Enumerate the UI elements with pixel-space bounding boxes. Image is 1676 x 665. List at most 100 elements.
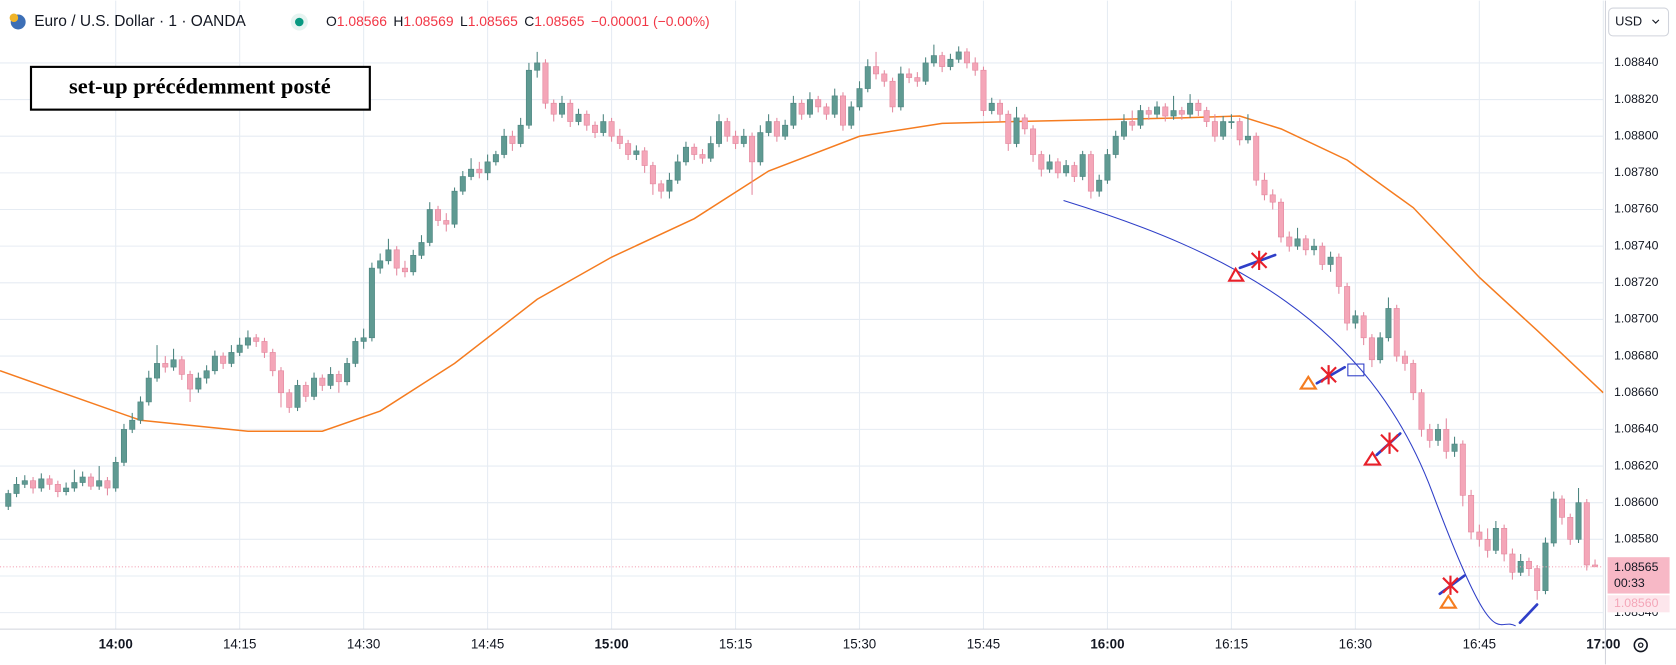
candle-body bbox=[302, 385, 309, 397]
candle-body bbox=[1087, 154, 1094, 192]
trend-curve bbox=[1063, 199, 1516, 627]
candle-body bbox=[377, 260, 384, 269]
candle-body bbox=[1162, 106, 1169, 117]
candle-body bbox=[195, 377, 202, 390]
candle-body bbox=[1211, 121, 1218, 137]
candle-body bbox=[1079, 154, 1086, 177]
candle-body bbox=[1129, 121, 1136, 126]
candle-body bbox=[666, 179, 673, 192]
candle-body bbox=[1476, 531, 1483, 540]
annotation-box bbox=[29, 65, 371, 111]
candle-body bbox=[1319, 245, 1326, 265]
candle-body bbox=[385, 249, 392, 262]
candle-body bbox=[87, 476, 94, 487]
candle-body bbox=[154, 363, 161, 379]
ohlc-key: O bbox=[326, 13, 337, 29]
settings-button[interactable] bbox=[1633, 637, 1648, 653]
dropdown-caret[interactable] bbox=[1652, 19, 1660, 24]
candle-body bbox=[261, 341, 268, 353]
candle-body bbox=[96, 480, 103, 487]
candle-body bbox=[162, 363, 169, 368]
candle-body bbox=[1459, 443, 1466, 496]
x-tick-label: 17:00 bbox=[1586, 637, 1620, 652]
candle-body bbox=[1236, 121, 1243, 141]
candle-body bbox=[269, 352, 276, 372]
candle-body bbox=[1418, 392, 1425, 430]
candle-body bbox=[649, 165, 656, 185]
ohlc-value: 1.08569 bbox=[403, 13, 453, 29]
reference-price-tag bbox=[1607, 595, 1670, 613]
candle-body bbox=[740, 135, 747, 144]
candle-body bbox=[534, 62, 541, 71]
countdown-label: 00:33 bbox=[1614, 576, 1645, 590]
currency-selector[interactable] bbox=[1608, 7, 1670, 37]
candle-body bbox=[1492, 528, 1499, 551]
candle-body bbox=[1451, 443, 1458, 452]
candle-body bbox=[1071, 165, 1078, 177]
candle-body bbox=[1567, 517, 1574, 540]
candle-body bbox=[1261, 179, 1268, 196]
candle-body bbox=[1501, 528, 1508, 555]
candle-body bbox=[492, 154, 499, 163]
candle-body bbox=[435, 209, 442, 221]
x-tick-label: 16:45 bbox=[1463, 637, 1496, 652]
candle-body bbox=[608, 121, 615, 137]
candle-body bbox=[567, 102, 574, 122]
candle-body bbox=[1170, 110, 1177, 117]
y-tick-label: 1.08840 bbox=[1614, 55, 1659, 69]
candle-body bbox=[625, 143, 632, 155]
candle-body bbox=[897, 73, 904, 108]
candle-body bbox=[1426, 429, 1433, 441]
ohlc-value: 1.08566 bbox=[337, 13, 387, 29]
candle-body bbox=[922, 62, 929, 82]
candle-body bbox=[1344, 286, 1351, 324]
candle-body bbox=[856, 88, 863, 108]
candle-body bbox=[1352, 315, 1359, 324]
candle-body bbox=[1385, 308, 1392, 339]
candle-body bbox=[1228, 121, 1235, 123]
candle-body bbox=[848, 106, 855, 126]
candle-body bbox=[443, 220, 450, 225]
y-tick-label: 1.08720 bbox=[1614, 275, 1659, 289]
x-tick-label: 15:45 bbox=[967, 637, 1000, 652]
candle-body bbox=[765, 121, 772, 133]
candle-body bbox=[13, 484, 20, 494]
candle-body bbox=[980, 69, 987, 111]
cross-marks bbox=[1250, 250, 1459, 595]
plot-area bbox=[0, 44, 1604, 600]
candle-body bbox=[1410, 363, 1417, 394]
candle-body bbox=[558, 102, 565, 115]
symbol-title: Euro / U.S. Dollar · 1 · OANDA bbox=[34, 13, 246, 30]
candle-body bbox=[691, 146, 698, 155]
currency-label[interactable]: USD bbox=[1615, 13, 1642, 28]
candle-body bbox=[550, 102, 557, 115]
candle-body bbox=[1046, 161, 1053, 170]
ohlc-key: L bbox=[460, 13, 468, 29]
candle-body bbox=[906, 73, 913, 78]
candle-body bbox=[955, 51, 962, 60]
candle-body bbox=[104, 480, 111, 489]
candle-body bbox=[1013, 117, 1020, 144]
moving-average bbox=[0, 115, 1604, 433]
candle-body bbox=[484, 161, 491, 174]
y-tick-label: 1.08800 bbox=[1614, 128, 1659, 142]
candle-body bbox=[1368, 337, 1375, 361]
candle-body bbox=[798, 102, 805, 115]
candle-body bbox=[1360, 315, 1367, 339]
candle-body bbox=[1030, 128, 1037, 155]
candle-body bbox=[699, 154, 706, 159]
candle-body bbox=[1443, 429, 1450, 452]
candle-body bbox=[873, 66, 880, 75]
x-tick-label: 16:00 bbox=[1090, 637, 1124, 652]
candle-body bbox=[1005, 113, 1012, 144]
candle-body bbox=[311, 377, 318, 397]
candle-body bbox=[1112, 135, 1119, 155]
change-value: −0.00001 (−0.00%) bbox=[591, 13, 710, 29]
candle-body bbox=[600, 121, 607, 133]
candle-body bbox=[815, 99, 822, 108]
x-tick-label: 16:15 bbox=[1215, 637, 1248, 652]
candle-body bbox=[1550, 498, 1557, 544]
candle-body bbox=[1509, 553, 1516, 573]
candle-body bbox=[501, 135, 508, 155]
candle-body bbox=[1154, 106, 1161, 115]
